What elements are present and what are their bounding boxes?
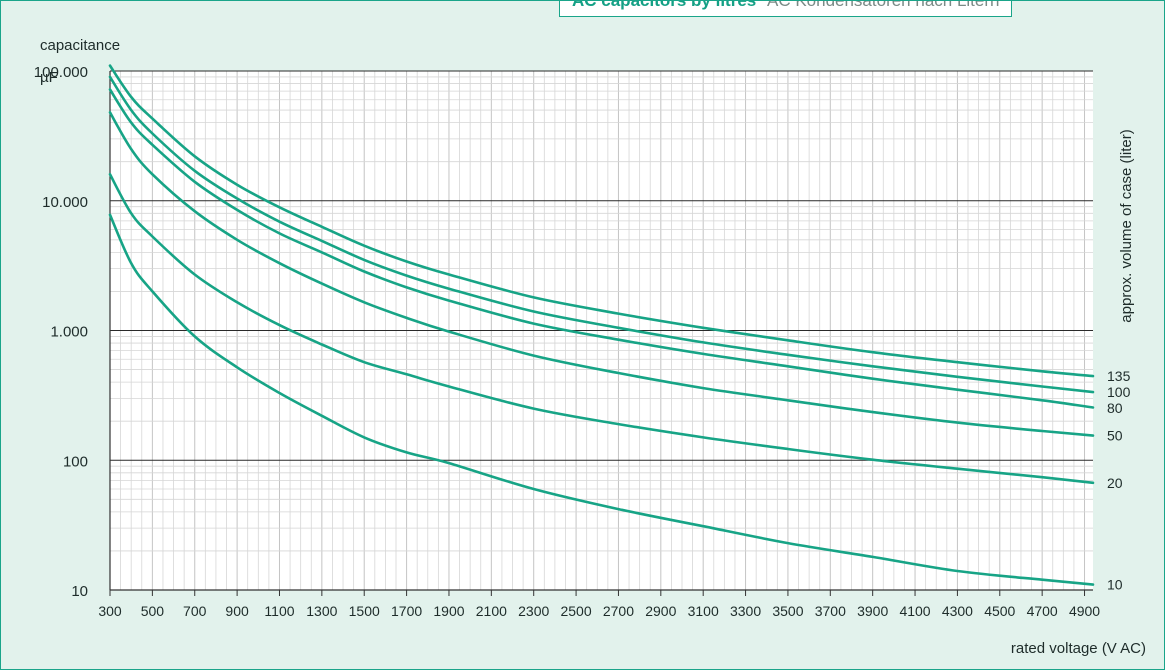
x-tick-label: 300 (98, 603, 122, 619)
y-tick-label: 10.000 (42, 194, 88, 211)
series-line-80 (108, 88, 1095, 409)
x-tick-label: 4500 (984, 603, 1015, 619)
x-tick-label: 3900 (857, 603, 888, 619)
x-tick-label: 2500 (560, 603, 591, 619)
series-label-80: 80 (1107, 400, 1123, 416)
x-tick-label: 4900 (1069, 603, 1100, 619)
x-tick-label: 1300 (306, 603, 337, 619)
x-tick-label: 4700 (1027, 603, 1058, 619)
series-line-100 (108, 75, 1095, 394)
y-axis-label: capacitance (40, 37, 120, 54)
y-tick-label: 100 (63, 453, 88, 470)
x-tick-label: 1500 (349, 603, 380, 619)
series-label-50: 50 (1107, 428, 1123, 444)
chart-title-box: AC capacitors by litres AC Kondensatoren… (559, 0, 1013, 17)
x-tick-label: 2300 (518, 603, 549, 619)
series-line-10 (108, 213, 1095, 586)
series-label-135: 135 (1107, 368, 1131, 384)
x-axis-label: rated voltage (V AC) (1011, 640, 1146, 657)
y-axis-unit: µF (40, 69, 58, 86)
x-tick-label: 700 (183, 603, 207, 619)
y-tick-label: 100.000 (34, 64, 88, 81)
x-tick-label: 500 (141, 603, 165, 619)
x-tick-label: 2900 (645, 603, 676, 619)
y-tick-label: 10 (71, 583, 88, 600)
x-tick-label: 3300 (730, 603, 761, 619)
x-tick-label: 1700 (391, 603, 422, 619)
chart-title: AC capacitors by litres (572, 0, 757, 10)
series-label-20: 20 (1107, 475, 1123, 491)
series-label-100: 100 (1107, 384, 1131, 400)
x-tick-label: 2100 (476, 603, 507, 619)
x-tick-label: 900 (225, 603, 249, 619)
x-tick-label: 2700 (603, 603, 634, 619)
x-tick-label: 4300 (942, 603, 973, 619)
series-label-10: 10 (1107, 577, 1123, 593)
series-line-20 (108, 173, 1095, 485)
right-axis-label: approx. volume of case (liter) (1118, 129, 1135, 322)
series-line-50 (108, 111, 1095, 437)
x-tick-label: 3100 (688, 603, 719, 619)
x-tick-label: 1900 (433, 603, 464, 619)
x-tick-label: 3500 (772, 603, 803, 619)
chart-subtitle: AC Kondensatoren nach Litern (766, 0, 1000, 10)
series-line-135 (108, 64, 1095, 378)
y-tick-label: 1.000 (50, 324, 88, 341)
x-tick-label: 4100 (899, 603, 930, 619)
x-tick-label: 3700 (815, 603, 846, 619)
x-tick-label: 1100 (264, 603, 294, 619)
